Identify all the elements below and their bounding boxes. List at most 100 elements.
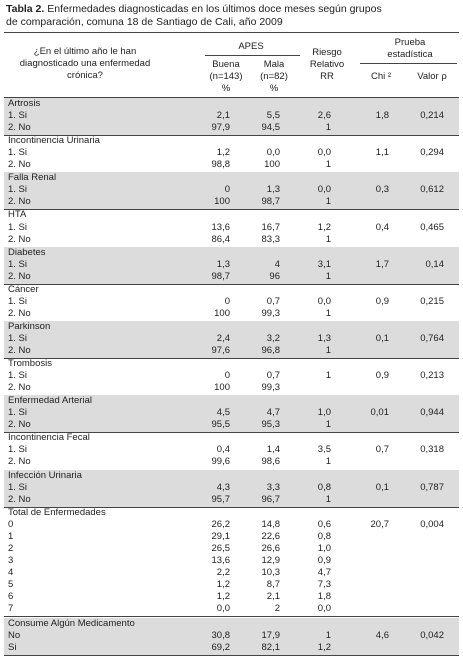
section-band — [4, 172, 459, 210]
row-label: 2. No — [8, 159, 31, 171]
cell-rr: 7,3 — [317, 578, 331, 590]
cell-buena: 0 — [224, 184, 230, 196]
cell-p: 0,004 — [420, 518, 444, 530]
cell-buena: 98,8 — [211, 159, 231, 171]
row-label: 3 — [8, 554, 14, 566]
row-label: 2. No — [8, 270, 31, 282]
section-band — [4, 320, 459, 359]
cell-rr: 1,2 — [317, 642, 331, 654]
row-label: 1. Si — [8, 295, 28, 307]
row-label: 2 — [8, 542, 14, 554]
cell-chi: 1,8 — [375, 110, 389, 122]
question: crónica? — [67, 70, 103, 81]
cell-p: 0,764 — [420, 332, 444, 344]
cell-chi: 0,7 — [375, 444, 389, 456]
cell-buena: 100 — [214, 382, 230, 394]
cell-chi: 4,6 — [375, 630, 389, 642]
cell-buena: 30,8 — [211, 630, 231, 642]
section-name: Enfermedad Arterial — [8, 395, 92, 407]
cell-mala: 100 — [264, 159, 280, 171]
cell-mala: 12,9 — [261, 554, 281, 566]
cell-buena: 86,4 — [211, 233, 231, 245]
cell-mala: 8,7 — [266, 578, 280, 590]
cell-mala: 0,7 — [266, 370, 280, 382]
cell-rr: 1 — [325, 370, 331, 382]
cell-mala: 99,3 — [261, 382, 281, 394]
cell-rr: 1 — [325, 630, 331, 642]
row-label: 2. No — [8, 196, 31, 208]
cell-buena: 0 — [224, 370, 230, 382]
cell-rr: 1 — [325, 493, 331, 505]
section-name: Artrosis — [8, 98, 41, 109]
cell-buena: 1,3 — [216, 258, 230, 270]
row-label: 1. Si — [8, 407, 28, 419]
cell-buena: 95,5 — [211, 419, 231, 431]
cell-chi: 20,7 — [370, 518, 390, 530]
rule — [4, 432, 459, 434]
question: diagnosticado una enfermedad — [19, 58, 151, 69]
question: ¿En el último año le han — [33, 46, 137, 57]
cell-buena: 99,6 — [211, 456, 231, 468]
section-band — [4, 98, 459, 136]
row-label: 2. No — [8, 493, 31, 505]
section-band — [4, 395, 459, 433]
cell-rr: 1,3 — [317, 332, 331, 344]
cell-mala: 94,5 — [261, 122, 281, 134]
section-name: HTA — [8, 209, 27, 221]
section-name: Consume Algún Medicamento — [8, 618, 135, 630]
cell-mala: 2,1 — [266, 591, 280, 602]
row-label: 2. No — [8, 345, 31, 356]
cell-buena: 2,2 — [216, 566, 230, 578]
section-name: Total de Enfermedades — [8, 506, 106, 518]
cell-rr: 1 — [325, 233, 331, 245]
cell-rr: 0,0 — [317, 147, 331, 159]
cell-rr: 1 — [325, 122, 331, 134]
title-line: Tabla 2. Enfermedades diagnosticadas en … — [6, 3, 382, 15]
cell-p: 0,213 — [420, 370, 444, 382]
cell-mala: 22,6 — [261, 530, 281, 542]
cell-rr: 0,6 — [317, 518, 331, 530]
rule — [4, 135, 459, 137]
cell-rr: 0,9 — [317, 554, 331, 566]
cell-rr: 1,0 — [317, 407, 331, 419]
row-label: 1. Si — [8, 332, 28, 344]
cell-rr: 0,0 — [317, 295, 331, 307]
cell-chi: 0,1 — [375, 332, 389, 344]
cell-p: 0,787 — [420, 481, 444, 493]
cell-mala: 10,3 — [261, 566, 281, 578]
row-label: 5 — [8, 578, 14, 590]
cell-mala: 4 — [274, 258, 280, 270]
cell-mala: 83,3 — [261, 233, 281, 245]
col-header: (n=82) — [260, 71, 288, 82]
cell-rr: 0,8 — [317, 481, 331, 493]
cell-mala: 96,7 — [261, 493, 281, 505]
cell-chi: 0,01 — [370, 407, 390, 419]
cell-mala: 5,5 — [266, 110, 280, 122]
cell-buena: 0,0 — [216, 603, 230, 615]
table-title: Enfermedades diagnosticadas en los últim… — [47, 3, 382, 15]
rule — [4, 358, 459, 360]
cell-chi: 1,1 — [375, 147, 389, 159]
section-band — [4, 246, 459, 284]
row-label: 1. Si — [8, 444, 28, 456]
col-header: Mala — [263, 59, 285, 70]
section-name: Parkinson — [8, 320, 51, 332]
cell-buena: 100 — [214, 307, 230, 319]
cell-buena: 0,4 — [216, 444, 230, 456]
cell-buena: 29,1 — [211, 530, 231, 542]
col-header: Relativo — [309, 59, 345, 70]
row-label: 2. No — [8, 233, 31, 245]
cell-mala: 95,3 — [261, 419, 281, 431]
cell-buena: 26,2 — [211, 518, 231, 530]
group-header: estadística — [387, 49, 433, 60]
cell-p: 0,042 — [420, 630, 444, 642]
cell-rr: 1 — [325, 345, 331, 356]
row-label: 1. Si — [8, 221, 28, 233]
col-header: (n=143) — [209, 71, 243, 82]
cell-buena: 26,5 — [211, 542, 231, 554]
row-label: 1. Si — [8, 370, 28, 382]
cell-p: 0,294 — [420, 147, 444, 159]
cell-rr: 1 — [325, 307, 331, 319]
rule — [4, 655, 459, 657]
cell-mala: 98,7 — [261, 196, 281, 208]
